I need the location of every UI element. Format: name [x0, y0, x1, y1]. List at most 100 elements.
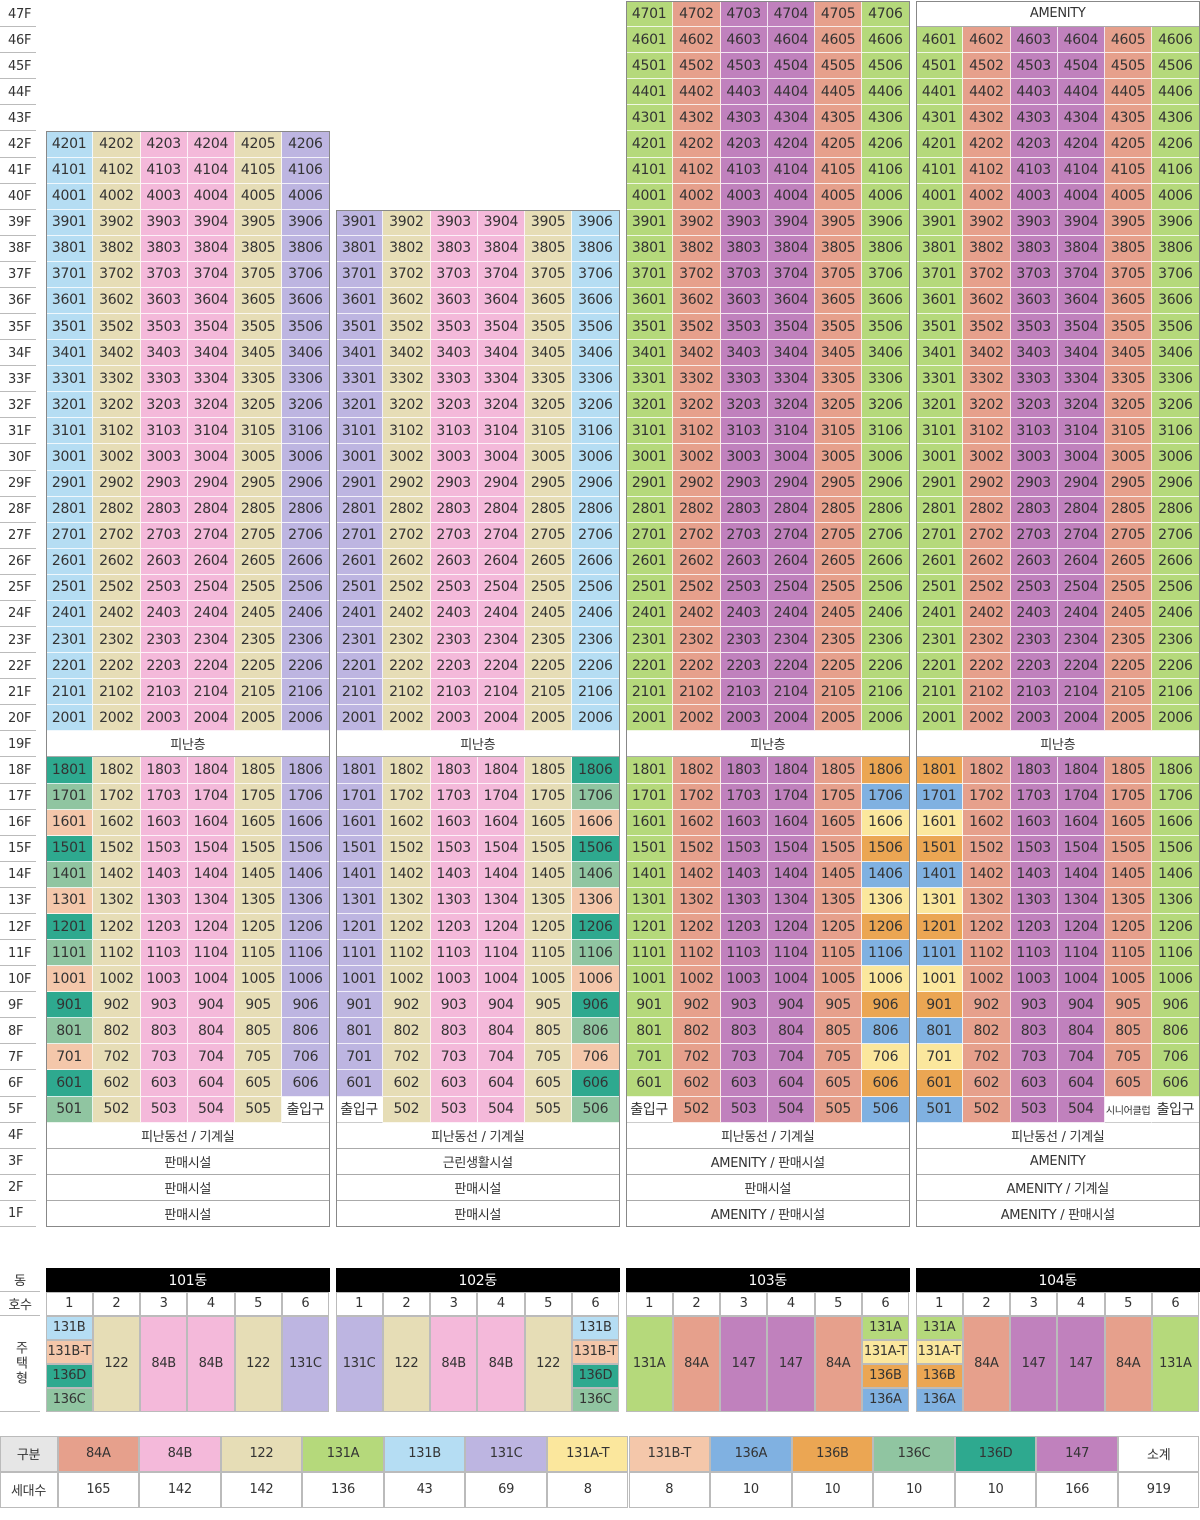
unit-cell: 3902: [93, 209, 141, 236]
unit-cell: 3705: [1105, 261, 1153, 288]
floor-label: 38F: [0, 236, 40, 262]
unit-cell: 3202: [963, 392, 1011, 419]
unit-type: 147: [767, 1315, 815, 1412]
unit-cell: 2901: [46, 470, 94, 497]
unit-cell: 1501: [626, 835, 674, 862]
unit-cell: 801: [336, 1018, 384, 1045]
unit-number: 2: [962, 1291, 1010, 1316]
unit-cell: 2702: [383, 522, 431, 549]
unit-cell: 3606: [282, 287, 330, 314]
unit-cell: 2002: [93, 705, 141, 732]
floor-label: 12F: [0, 914, 40, 941]
unit-cell: 2004: [187, 705, 235, 732]
unit-cell: 3001: [336, 444, 384, 471]
unit-cell: 801: [916, 1018, 964, 1045]
unit-cell: 1304: [187, 887, 235, 914]
unit-cell: 1705: [235, 783, 283, 810]
unit-cell: 1605: [525, 809, 573, 836]
unit-cell: 1101: [336, 940, 384, 967]
unit-cell: 3503: [140, 314, 188, 341]
unit-cell: 603: [430, 1070, 478, 1097]
floor-label: 14F: [0, 862, 40, 888]
unit-cell: 1103: [430, 940, 478, 967]
floor-label: 45F: [0, 53, 40, 80]
unit-cell: 502: [93, 1096, 141, 1123]
legend-type: 131C: [465, 1435, 547, 1472]
unit-cell: 4404: [1057, 79, 1105, 106]
unit-cell: 2201: [626, 653, 674, 680]
unit-cell: 2806: [1152, 496, 1200, 523]
unit-cell: 2703: [720, 522, 768, 549]
unit-cell: 1105: [815, 940, 863, 967]
unit-cell: 3406: [862, 340, 910, 367]
unit-cell: 2102: [93, 679, 141, 706]
unit-cell: 606: [862, 1070, 910, 1097]
unit-cell: 3003: [720, 444, 768, 471]
unit-cell: 2705: [1105, 522, 1153, 549]
unit-cell: 3005: [235, 444, 283, 471]
unit-cell: 602: [93, 1070, 141, 1097]
unit-type: 147: [720, 1315, 768, 1412]
unit-cell: 3705: [235, 261, 283, 288]
unit-cell: 3401: [336, 340, 384, 367]
unit-cell: 606: [1152, 1070, 1200, 1097]
unit-cell: 2505: [1105, 574, 1153, 601]
unit-cell: 3206: [282, 392, 330, 419]
unit-cell: 604: [187, 1070, 235, 1097]
unit-cell: 904: [1057, 992, 1105, 1019]
unit-cell: 3701: [916, 261, 964, 288]
unit-cell: 2505: [815, 574, 863, 601]
unit-cell: 4001: [916, 183, 964, 210]
unit-cell: 2905: [815, 470, 863, 497]
unit-cell: 3901: [626, 209, 674, 236]
unit-cell: 3503: [430, 314, 478, 341]
floor-label: 30F: [0, 444, 40, 471]
unit-cell: 3101: [626, 418, 674, 445]
legend-count: 69: [465, 1471, 547, 1508]
unit-cell: 3704: [1057, 261, 1105, 288]
unit-type: 136D: [45, 1363, 93, 1388]
unit-cell: 2004: [767, 705, 815, 732]
unit-cell: 4206: [862, 131, 910, 158]
unit-cell: 2403: [720, 600, 768, 628]
unit-cell: 902: [673, 992, 721, 1019]
summary-label: 호수: [0, 1292, 40, 1316]
unit-cell: 2101: [336, 679, 384, 706]
unit-cell: 4205: [235, 131, 283, 158]
unit-cell: 4201: [626, 131, 674, 158]
unit-cell: 2404: [1057, 600, 1105, 628]
unit-cell: 2504: [477, 574, 525, 601]
unit-cell: 2301: [46, 627, 94, 654]
unit-cell: 1301: [336, 887, 384, 914]
unit-cell: 1704: [1057, 783, 1105, 810]
unit-cell: 1604: [187, 809, 235, 836]
unit-cell: 2001: [916, 705, 964, 732]
unit-cell: 2604: [1057, 548, 1105, 575]
unit-cell: 2005: [815, 705, 863, 732]
unit-cell: 1801: [336, 757, 384, 784]
unit-cell: 4602: [673, 27, 721, 54]
unit-cell: 3005: [525, 444, 573, 471]
unit-cell: 903: [430, 992, 478, 1019]
unit-cell: 2001: [336, 705, 384, 732]
unit-cell: 3706: [862, 261, 910, 288]
unit-cell: 2406: [282, 600, 330, 628]
unit-cell: 1806: [572, 757, 620, 784]
floor-label: 9F: [0, 992, 40, 1019]
unit-cell: 2004: [1057, 705, 1105, 732]
unit-cell: 1602: [673, 809, 721, 836]
unit-cell: 2704: [187, 522, 235, 549]
unit-number: 4: [1057, 1291, 1105, 1316]
unit-cell: 4604: [1057, 27, 1105, 54]
unit-cell: 1104: [187, 940, 235, 967]
unit-cell: 3703: [430, 261, 478, 288]
unit-cell: 1606: [282, 809, 330, 836]
floor-label: 18F: [0, 757, 40, 784]
unit-cell: 3701: [336, 261, 384, 288]
unit-cell: 2003: [140, 705, 188, 732]
unit-cell: 2305: [815, 627, 863, 654]
unit-cell: 903: [1010, 992, 1058, 1019]
unit-cell: 1502: [383, 835, 431, 862]
unit-cell: 3706: [282, 261, 330, 288]
floor-label: 28F: [0, 497, 40, 523]
